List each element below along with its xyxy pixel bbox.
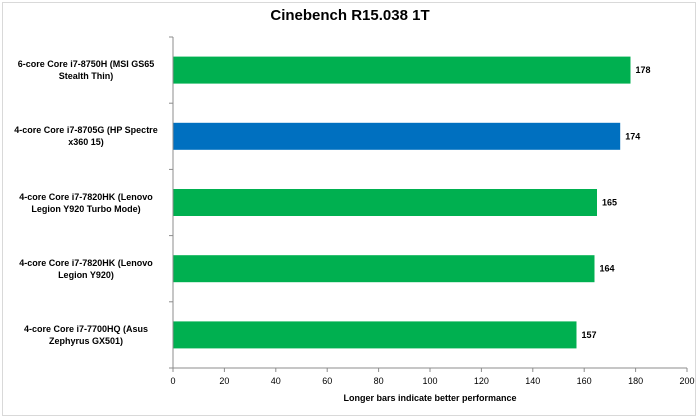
data-label: 164 [600,264,615,274]
data-label: 178 [636,65,651,75]
x-tick-label: 20 [219,376,229,386]
data-label: 165 [602,198,617,208]
x-tick-label: 100 [422,376,437,386]
chart-frame [2,2,696,416]
x-tick-label: 160 [577,376,592,386]
x-tick-label: 140 [525,376,540,386]
chart-title: Cinebench R15.038 1T [270,7,430,24]
category-label: 4-core Core i7-7820HK (Lenovo Legion Y92… [19,257,153,280]
data-label: 174 [625,131,640,141]
x-tick-label: 40 [271,376,281,386]
category-label: 4-core Core i7-7700HQ (Asus Zephyrus GX5… [23,323,149,346]
category-label: 4-core Core i7-8705G (HP Spectre x360 15… [14,125,158,148]
category-label: 4-core Core i7-7820HK (Lenovo Legion Y92… [19,191,153,214]
bar [173,56,631,84]
x-tick-label: 120 [474,376,489,386]
x-tick-label: 60 [322,376,332,386]
bar [173,321,577,349]
bar [173,122,621,150]
x-tick-label: 200 [679,376,694,386]
bar [173,189,597,216]
x-tick-label: 180 [628,376,643,386]
category-label: 6-core Core i7-8750H (MSI GS65 Stealth T… [17,59,155,82]
x-tick-label: 80 [374,376,384,386]
bar [173,255,595,283]
data-label: 157 [582,330,597,340]
x-axis-label: Longer bars indicate better performance [343,393,517,403]
x-tick-label: 0 [170,376,175,386]
